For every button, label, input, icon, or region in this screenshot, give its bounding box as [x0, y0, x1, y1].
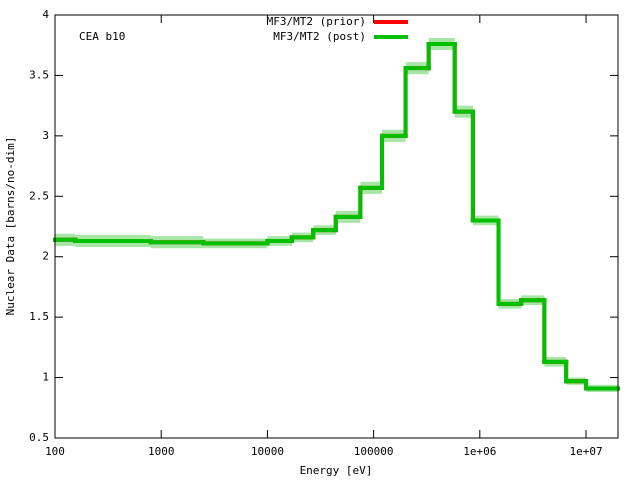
legend-label: MF3/MT2 (prior): [267, 15, 366, 28]
y-tick-label: 1: [42, 371, 49, 384]
x-tick-label: 1e+07: [569, 445, 602, 458]
y-axis-label: Nuclear Data [barns/no-dim]: [4, 137, 17, 316]
x-axis-label: Energy [eV]: [300, 464, 373, 477]
y-tick-label: 4: [42, 8, 49, 21]
y-tick-label: 3: [42, 129, 49, 142]
x-tick-label: 10000: [251, 445, 284, 458]
plot-border: [54, 14, 619, 439]
y-tick-label: 2: [42, 250, 49, 263]
y-tick-label: 1.5: [29, 310, 49, 323]
x-tick-label: 1000: [148, 445, 175, 458]
x-tick-label: 100000: [354, 445, 394, 458]
y-tick-label: 0.5: [29, 431, 49, 444]
y-tick-label: 3.5: [29, 68, 49, 81]
y-tick-label: 2.5: [29, 189, 49, 202]
x-tick-label: 1e+06: [463, 445, 496, 458]
x-tick-label: 100: [45, 445, 65, 458]
legend-label: MF3/MT2 (post): [273, 30, 366, 43]
annotation: CEA b10: [79, 30, 125, 43]
